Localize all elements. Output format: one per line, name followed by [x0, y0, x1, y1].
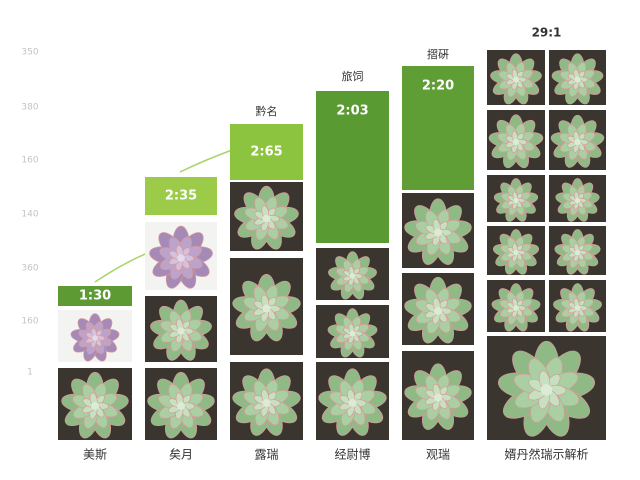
badge	[230, 124, 303, 180]
succulent-photo	[487, 226, 545, 275]
rosette-center	[574, 138, 581, 146]
rosette-center	[513, 197, 519, 204]
category-label: 观瑞	[426, 448, 450, 462]
succulent-photo	[487, 50, 545, 105]
category-label: 露瑞	[254, 448, 278, 462]
badge-label: 2:20	[422, 79, 454, 94]
top-label: 摺硏	[427, 47, 449, 61]
succulent-photo	[316, 305, 389, 358]
rosette-center	[512, 138, 520, 146]
rosette-center	[574, 305, 581, 311]
rosette-center	[92, 335, 98, 341]
succulent-photo	[487, 110, 545, 170]
badge-label: 1:30	[79, 289, 111, 304]
succulent-photo	[549, 110, 606, 170]
rosette-center	[349, 330, 356, 337]
succulent-photo	[230, 258, 303, 355]
succulent-photo	[549, 175, 606, 222]
y-axis-label: 140	[21, 210, 38, 220]
badge	[145, 177, 217, 215]
badge-label: 2:35	[165, 189, 197, 204]
succulent-photo	[230, 362, 303, 440]
category-label: 经尉博	[334, 447, 370, 462]
succulent-photo	[402, 193, 474, 268]
rosette-center	[513, 305, 519, 311]
succulent-photo	[145, 368, 217, 440]
column-title: 29:1	[532, 26, 562, 40]
badge	[402, 66, 474, 190]
succulent-photo	[316, 362, 389, 440]
y-axis-label: 380	[21, 103, 38, 113]
succulent-photo	[145, 222, 217, 290]
rosette-center	[177, 327, 185, 335]
rosette-center	[434, 307, 442, 315]
succulent-photo	[58, 368, 132, 440]
succulent-photo	[487, 336, 606, 440]
category-label: 美斯	[83, 448, 107, 462]
y-axis-label: 1	[27, 368, 33, 378]
succulent-photo	[145, 296, 217, 362]
category-label: 婿丹然瑞示解析	[504, 447, 588, 462]
rosette-center	[512, 76, 520, 83]
rosette-center	[348, 398, 357, 408]
badge-label: 2:65	[250, 145, 282, 160]
succulent-photo	[549, 226, 606, 275]
succulent-photo	[58, 310, 132, 362]
connector	[179, 149, 233, 173]
succulent-photo	[549, 50, 606, 105]
rosette-center	[434, 228, 442, 237]
y-axis-label: 160	[21, 156, 38, 166]
y-axis-label: 360	[21, 264, 38, 274]
succulent-photo	[487, 280, 545, 332]
rosette-center	[262, 398, 271, 408]
rosette-center	[540, 384, 553, 396]
rosette-center	[574, 76, 581, 83]
rosette-center	[513, 249, 519, 256]
rosette-center	[349, 273, 356, 279]
badge	[58, 286, 132, 306]
succulent-photo	[230, 182, 303, 251]
y-axis-label: 350	[21, 48, 38, 58]
rosette-center	[434, 393, 442, 402]
rosette-center	[177, 402, 185, 410]
rosette-center	[574, 197, 581, 204]
rosette-center	[262, 214, 271, 223]
succulent-photo	[402, 273, 474, 345]
top-label: 黔名	[256, 104, 278, 118]
rosette-center	[262, 304, 271, 313]
succulent-photo	[316, 248, 389, 300]
succulent-photo	[402, 351, 474, 440]
badge-label: 2:03	[336, 104, 368, 119]
rosette-center	[91, 402, 99, 410]
badge	[316, 91, 389, 243]
succulent-photo	[487, 175, 545, 222]
succulent-photo	[549, 280, 606, 332]
rosette-center	[574, 249, 581, 256]
top-label: 旅饲	[342, 69, 364, 83]
y-axis-label: 160	[21, 317, 38, 327]
category-label: 矣月	[169, 447, 193, 462]
rosette-center	[177, 254, 185, 262]
